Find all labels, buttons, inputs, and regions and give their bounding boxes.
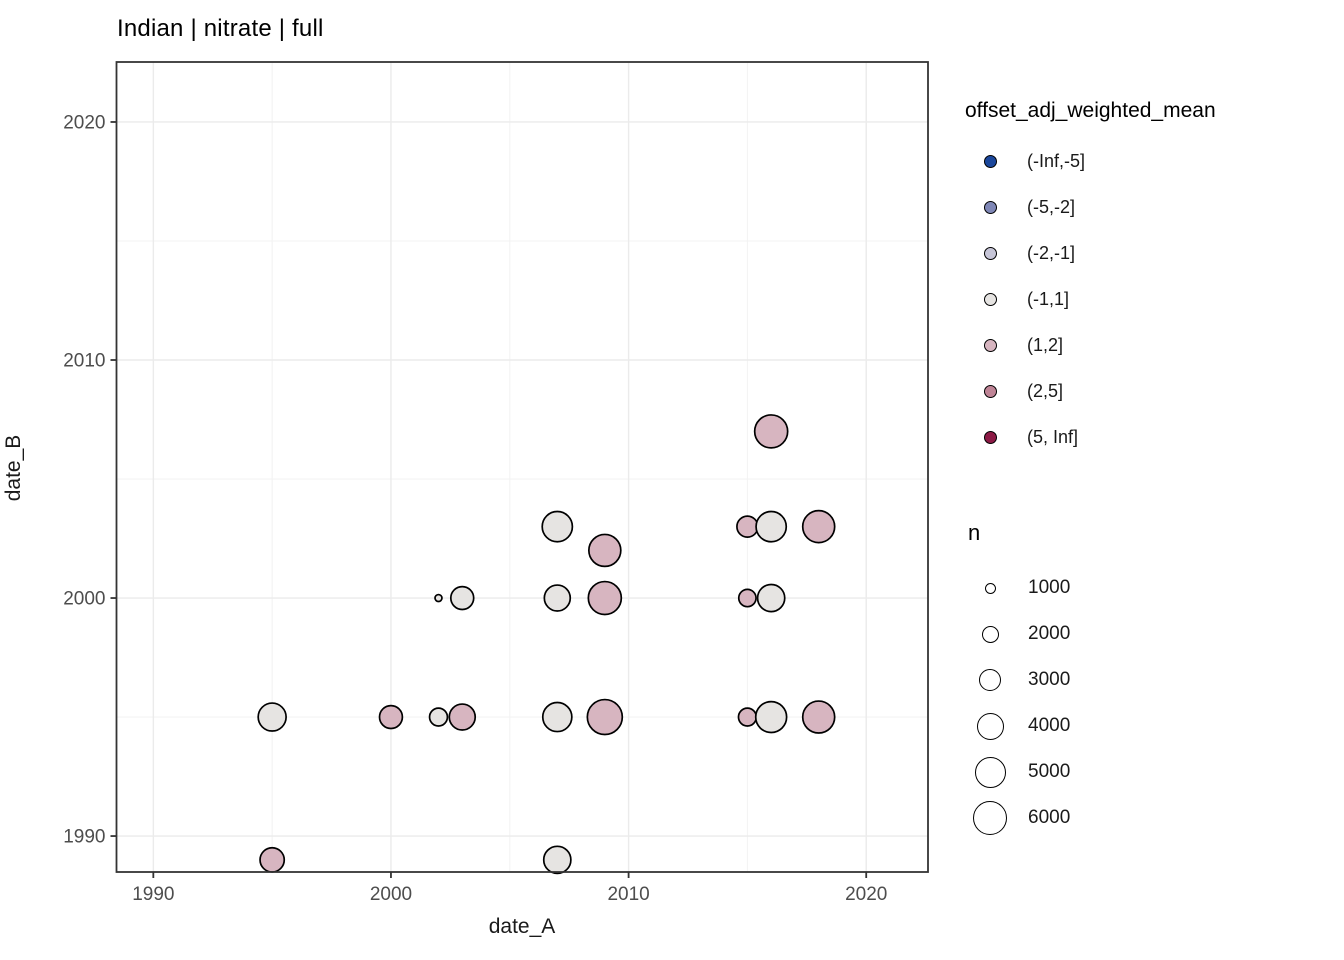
legend-size-circle-icon	[976, 712, 1004, 740]
size-legend-key-icon	[968, 582, 1012, 594]
x-tick-label: 2020	[845, 884, 887, 905]
color-legend-label: (1,2]	[1027, 334, 1064, 355]
size-legend-key-icon	[968, 712, 1012, 740]
data-point	[541, 701, 573, 733]
legend-color-swatch-icon	[983, 246, 997, 260]
panel-border	[115, 61, 929, 873]
y-tick-label: 1990	[63, 827, 105, 848]
size-legend-label: 3000	[1028, 669, 1071, 690]
data-point	[736, 515, 759, 538]
size-legend-item: 3000	[968, 657, 1070, 703]
legend-color-swatch-icon	[983, 154, 997, 168]
x-tick-label: 2000	[370, 884, 412, 905]
size-legend-item: 4000	[968, 703, 1070, 749]
color-legend-key-icon	[968, 246, 1012, 260]
size-legend: 1000 2000 3000 4000 5000 6000	[968, 565, 1070, 841]
size-legend-item: 5000	[968, 749, 1070, 795]
data-point	[754, 700, 788, 734]
y-tick-label: 2020	[63, 112, 105, 133]
color-legend-item: (-Inf,-5]	[968, 138, 1085, 184]
color-legend-label: (5, Inf]	[1027, 426, 1079, 447]
size-legend-key-icon	[968, 756, 1012, 788]
data-point	[448, 703, 477, 731]
color-legend-item: (-2,-1]	[968, 230, 1085, 276]
data-point	[434, 593, 443, 603]
size-legend-item: 6000	[968, 795, 1070, 841]
color-legend-item: (-1,1]	[968, 276, 1085, 322]
data-point	[543, 584, 572, 612]
color-legend-key-icon	[968, 430, 1012, 444]
x-tick-label: 2010	[607, 884, 649, 905]
data-point	[428, 707, 449, 727]
data-point	[753, 414, 789, 449]
data-point	[587, 533, 622, 568]
data-point	[801, 700, 836, 734]
legend-color-swatch-icon	[983, 384, 997, 398]
size-legend-label: 4000	[1028, 715, 1071, 736]
color-legend-item: (2,5]	[968, 368, 1085, 414]
size-legend-key-icon	[968, 625, 1012, 643]
color-legend-title: offset_adj_weighted_mean	[965, 99, 1216, 122]
legend-color-swatch-icon	[983, 338, 997, 352]
y-tick-label: 2000	[63, 589, 105, 610]
color-legend-key-icon	[968, 154, 1012, 168]
legend-size-circle-icon	[973, 801, 1007, 835]
chart-title: Indian | nitrate | full	[117, 15, 324, 42]
color-legend-label: (-Inf,-5]	[1027, 150, 1086, 171]
color-legend-key-icon	[968, 200, 1012, 214]
legend-size-circle-icon	[984, 582, 996, 594]
data-point	[259, 846, 286, 873]
data-point	[541, 510, 574, 543]
data-point	[737, 588, 757, 608]
color-legend-key-icon	[968, 292, 1012, 306]
size-legend-title: n	[968, 520, 981, 545]
color-legend-label: (2,5]	[1027, 380, 1064, 401]
x-tick-label: 1990	[132, 884, 174, 905]
legend-color-swatch-icon	[983, 292, 997, 306]
color-legend-label: (-1,1]	[1027, 288, 1070, 309]
size-legend-label: 6000	[1028, 807, 1071, 828]
size-legend-item: 1000	[968, 565, 1070, 611]
data-point	[587, 580, 623, 616]
y-tick-label: 2010	[63, 351, 105, 372]
y-axis-title: date_B	[2, 434, 25, 502]
legend-size-circle-icon	[981, 625, 999, 643]
data-point	[801, 509, 836, 544]
size-legend-key-icon	[968, 669, 1012, 691]
data-point	[378, 704, 404, 730]
legend-color-swatch-icon	[983, 200, 997, 214]
data-point	[449, 585, 475, 611]
color-legend-item: (-5,-2]	[968, 184, 1085, 230]
data-point	[586, 698, 624, 736]
size-legend-label: 1000	[1028, 577, 1071, 598]
color-legend-key-icon	[968, 384, 1012, 398]
size-legend-label: 2000	[1028, 623, 1071, 644]
color-legend: (-Inf,-5] (-5,-2] (-2,-1] (-1,1] (1,2] (2,5] (…	[968, 138, 1085, 460]
color-legend-item: (1,2]	[968, 322, 1085, 368]
data-point	[755, 510, 788, 543]
legend-size-circle-icon	[974, 756, 1006, 788]
data-point	[257, 702, 287, 732]
size-legend-key-icon	[968, 801, 1012, 835]
color-legend-key-icon	[968, 338, 1012, 352]
color-legend-label: (-5,-2]	[1027, 196, 1076, 217]
data-point	[542, 845, 572, 875]
legend-size-circle-icon	[979, 669, 1001, 691]
legend-color-swatch-icon	[983, 430, 997, 444]
x-axis-title: date_A	[488, 915, 556, 938]
size-legend-label: 5000	[1028, 761, 1071, 782]
size-legend-item: 2000	[968, 611, 1070, 657]
color-legend-label: (-2,-1]	[1027, 242, 1076, 263]
color-legend-item: (5, Inf]	[968, 414, 1085, 460]
data-point	[756, 583, 786, 613]
data-point	[737, 707, 758, 727]
